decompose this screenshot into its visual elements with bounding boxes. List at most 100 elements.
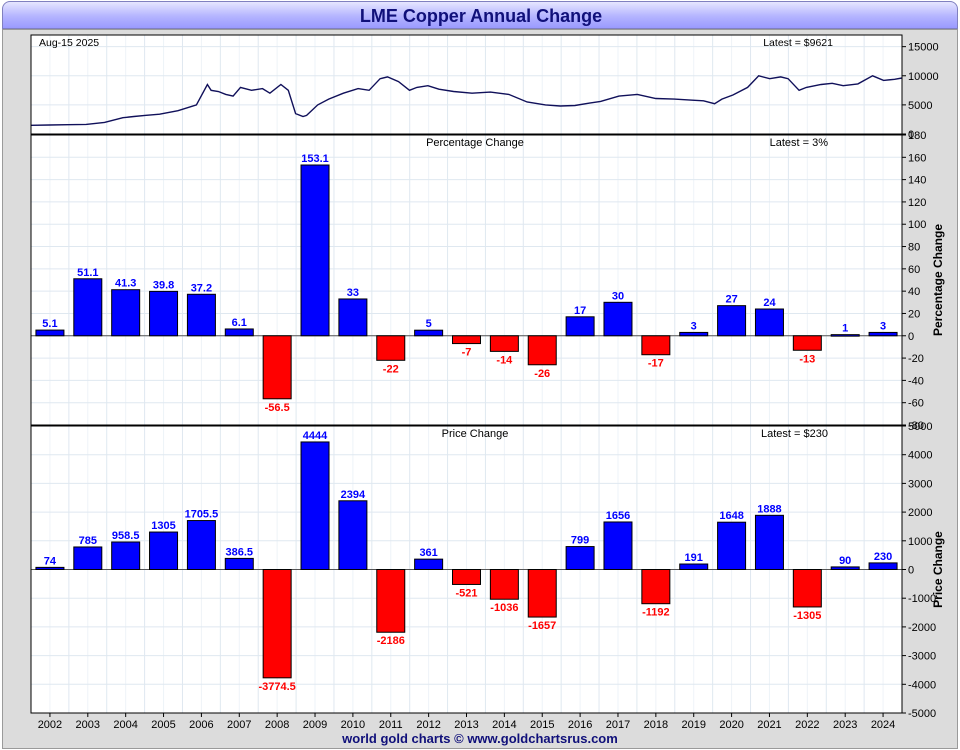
x-tick-label-2009: 2009: [303, 719, 327, 731]
panel-border-0: [30, 34, 903, 135]
panel-vgrid-1: [30, 135, 903, 425]
percentage-bar-2019: [679, 331, 709, 337]
price-change-data-label-2022: -1305: [793, 610, 821, 622]
price-change-data-label-2020: 1648: [719, 510, 743, 522]
price-change-data-label-2013: -521: [455, 587, 477, 599]
footer-credit: world gold charts © www.goldchartsrus.co…: [342, 731, 618, 746]
x-tick-label-2014: 2014: [492, 719, 516, 731]
x-tick-label-2016: 2016: [568, 719, 592, 731]
price-change-y-tick-label: -4000: [908, 679, 936, 691]
price-change-y-tick-label: 3000: [908, 478, 932, 490]
price-change-data-label-2004: 958.5: [112, 530, 140, 542]
percentage-y-tick-label: -20: [908, 353, 924, 365]
price-change-bar-2018: [641, 569, 671, 605]
price-change-bar-2016: [565, 546, 595, 571]
price-change-latest-label: Latest = $230: [761, 428, 828, 440]
percentage-bar-2004: [111, 289, 141, 337]
x-tick-label-2019: 2019: [681, 719, 705, 731]
x-tick-label-2005: 2005: [151, 719, 175, 731]
percentage-data-label-2016: 17: [574, 305, 586, 317]
price-change-data-label-2012: 361: [419, 547, 437, 559]
x-tick-label-2015: 2015: [530, 719, 554, 731]
percentage-y-axis-label: Percentage Change: [931, 224, 945, 336]
percentage-y-tick-label: 80: [908, 242, 920, 254]
x-tick-label-2024: 2024: [871, 719, 895, 731]
price-line: [30, 75, 903, 126]
price-change-data-label-2009: 4444: [303, 430, 328, 442]
percentage-y-tick-label: 40: [908, 286, 920, 298]
price-change-y-axis-label: Price Change: [931, 531, 945, 608]
percentage-data-label-2024: 3: [880, 320, 886, 332]
price-change-bar-2020: [717, 521, 747, 570]
percentage-data-label-2006: 37.2: [191, 282, 212, 294]
x-tick-label-2018: 2018: [644, 719, 668, 731]
percentage-bar-2014: [489, 335, 519, 352]
percentage-y-tick-label: 0: [908, 331, 914, 343]
price-change-bar-2002: [35, 566, 65, 571]
percentage-y-tick-label: 100: [908, 219, 926, 231]
percentage-y-tick-label: 140: [908, 175, 926, 187]
price-change-y-tick-label: 4000: [908, 450, 932, 462]
x-tick-label-2012: 2012: [416, 719, 440, 731]
x-tick-label-2021: 2021: [757, 719, 781, 731]
price-change-bar-2011: [376, 569, 406, 633]
percentage-data-label-2014: -14: [496, 354, 513, 366]
percentage-data-label-2010: 33: [347, 287, 359, 299]
percentage-bar-2016: [565, 316, 595, 337]
percentage-data-label-2013: -7: [462, 347, 472, 359]
percentage-y-tick-label: 180: [908, 130, 926, 142]
percentage-latest-label: Latest = 3%: [770, 137, 829, 149]
price-change-data-label-2008: -3774.5: [258, 681, 295, 693]
x-tick-label-2022: 2022: [795, 719, 819, 731]
x-tick-label-2011: 2011: [379, 719, 403, 731]
percentage-bar-2017: [603, 301, 633, 337]
price-change-bar-2009: [300, 441, 330, 571]
percentage-bar-2007: [224, 328, 254, 337]
percentage-data-label-2008: -56.5: [265, 402, 290, 414]
percentage-bar-2018: [641, 335, 671, 356]
price-change-bar-2022: [792, 569, 822, 608]
percentage-data-label-2020: 27: [725, 294, 737, 306]
chart-title: LME Copper Annual Change: [359, 6, 603, 26]
x-tick-label-2010: 2010: [341, 719, 365, 731]
percentage-bar-2023: [830, 334, 860, 337]
price-change-bar-2003: [73, 546, 103, 571]
price-change-bar-2019: [679, 563, 709, 571]
percentage-data-label-2022: -13: [799, 353, 815, 365]
price-change-y-tick-label: 2000: [908, 507, 932, 519]
price-change-bar-2006: [186, 520, 216, 570]
percentage-bar-2015: [527, 335, 557, 366]
price-change-y-tick-label: 0: [908, 565, 914, 577]
price-y-tick-label: 5000: [908, 100, 932, 112]
percentage-y-tick-label: -60: [908, 398, 924, 410]
price-change-data-label-2011: -2186: [377, 635, 405, 647]
price-y-tick-label: 0: [908, 129, 914, 141]
price-change-data-label-2024: 230: [874, 551, 892, 563]
price-change-bar-2017: [603, 521, 633, 570]
price-change-bar-2014: [489, 569, 519, 600]
price-change-bar-2024: [868, 562, 898, 570]
percentage-data-label-2012: 5: [426, 318, 432, 330]
percentage-data-label-2021: 24: [763, 297, 776, 309]
percentage-y-tick-label: 60: [908, 264, 920, 276]
percentage-bar-2005: [149, 290, 179, 337]
x-tick-label-2023: 2023: [833, 719, 857, 731]
percentage-data-label-2015: -26: [534, 368, 550, 380]
price-change-y-tick-label: -2000: [908, 622, 936, 634]
percentage-data-label-2002: 5.1: [42, 318, 57, 330]
percentage-data-label-2003: 51.1: [77, 267, 98, 279]
price-change-bar-2012: [414, 558, 444, 570]
percentage-bar-2002: [35, 329, 65, 337]
price-change-data-label-2002: 74: [44, 555, 57, 567]
price-change-panel-title: Price Change: [442, 428, 509, 440]
price-change-y-tick-label: -3000: [908, 651, 936, 663]
price-date-label: Aug-15 2025: [39, 37, 99, 49]
percentage-bar-2009: [300, 164, 330, 337]
x-tick-label-2020: 2020: [719, 719, 743, 731]
price-change-data-label-2005: 1305: [151, 520, 175, 532]
percentage-bar-2013: [452, 335, 481, 345]
percentage-data-label-2007: 6.1: [232, 317, 247, 329]
percentage-data-label-2004: 41.3: [115, 278, 136, 290]
price-change-bar-2021: [754, 514, 784, 570]
price-y-tick-label: 15000: [908, 42, 939, 54]
